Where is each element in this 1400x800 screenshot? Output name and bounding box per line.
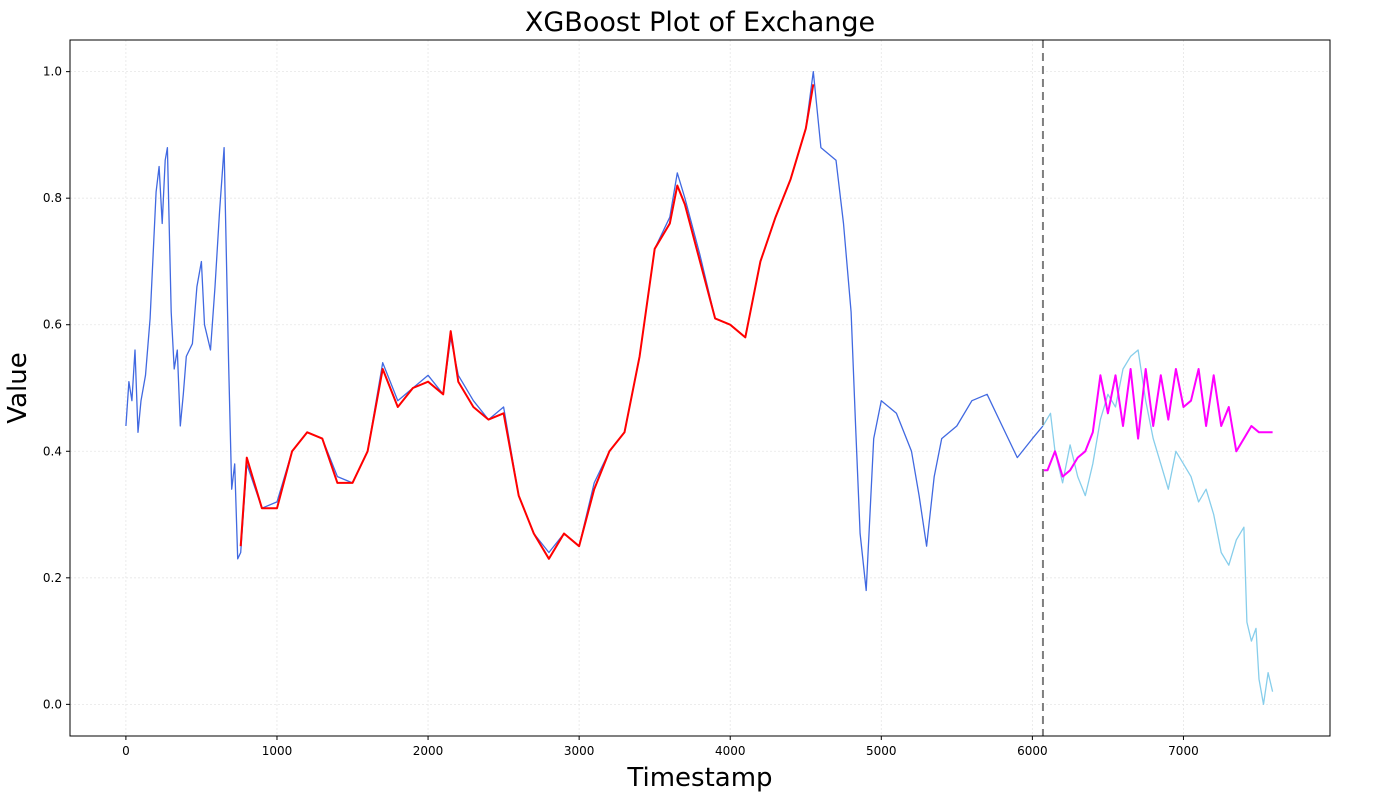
x-tick-label: 2000 [413,744,444,758]
series-group [125,70,1274,706]
y-axis-ticks: 0.0 0.2 0.4 0.6 0.8 1.0 [43,65,70,711]
x-tick-label: 0 [122,744,130,758]
y-tick-label: 1.0 [43,65,62,79]
x-tick-label: 6000 [1017,744,1048,758]
x-tick-label: 1000 [262,744,293,758]
plot-background [70,40,1330,736]
series-line-test-actual [1042,349,1274,706]
y-tick-label: 0.4 [43,444,62,458]
x-tick-label: 3000 [564,744,595,758]
y-tick-label: 0.6 [43,318,62,332]
y-tick-label: 0.8 [43,191,62,205]
x-tick-label: 7000 [1168,744,1199,758]
series-line-test-prediction [1042,368,1273,478]
y-axis-label: Value [3,352,33,423]
chart-title: XGBoost Plot of Exchange [525,7,875,38]
y-tick-label: 0.0 [43,697,62,711]
series-line-train-prediction [239,84,815,560]
x-tick-label: 4000 [715,744,746,758]
x-tick-label: 5000 [866,744,897,758]
x-axis-label: Timestamp [626,763,772,793]
grid [70,40,1330,736]
plot-frame [69,39,1331,737]
y-tick-label: 0.2 [43,571,62,585]
x-axis-ticks: 0 1000 2000 3000 4000 5000 6000 7000 [122,736,1199,758]
